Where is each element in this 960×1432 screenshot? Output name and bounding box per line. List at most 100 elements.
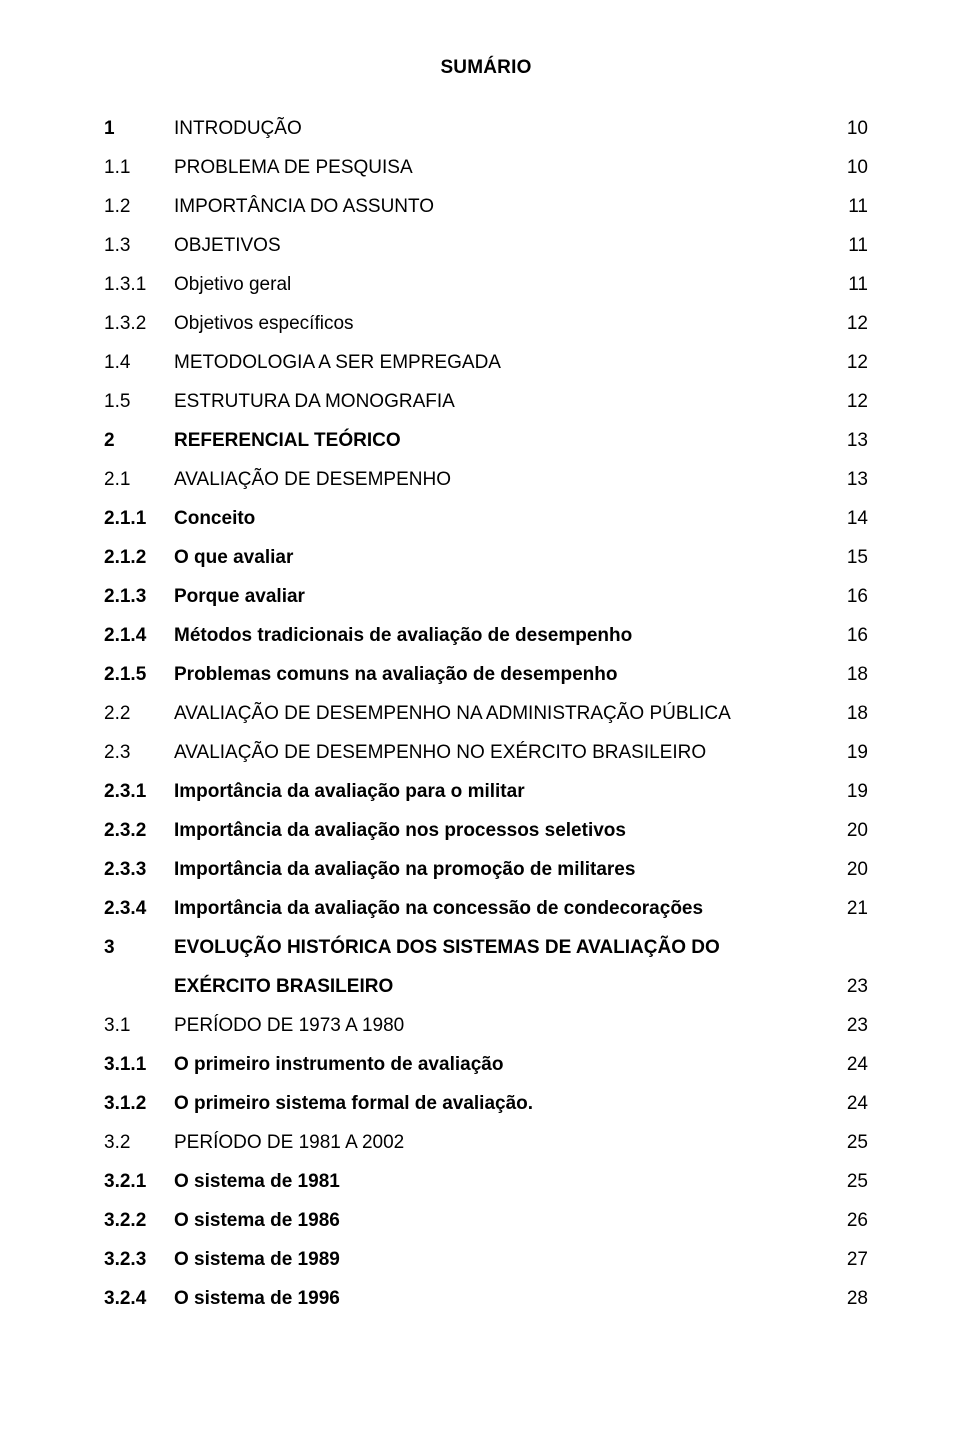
toc-entry-number: 2.1.1 bbox=[104, 509, 174, 528]
toc-entry-label: Conceito bbox=[174, 509, 255, 528]
toc-entry-label: Importância da avaliação para o militar bbox=[174, 782, 525, 801]
toc-entry-label: PERÍODO DE 1981 A 2002 bbox=[174, 1133, 404, 1152]
toc-entry-number: 1.5 bbox=[104, 392, 174, 411]
toc-entry-page: 20 bbox=[844, 821, 868, 840]
toc-entry-label: Porque avaliar bbox=[174, 587, 305, 606]
toc-entry-label: Problemas comuns na avaliação de desempe… bbox=[174, 665, 618, 684]
toc-row: 3EVOLUÇÃO HISTÓRICA DOS SISTEMAS DE AVAL… bbox=[104, 938, 868, 957]
toc-entry-page: 21 bbox=[844, 899, 868, 918]
toc-entry-page: 15 bbox=[844, 548, 868, 567]
toc-row: EXÉRCITO BRASILEIRO 23 bbox=[104, 977, 868, 996]
toc-entry-number: 3.2.1 bbox=[104, 1172, 174, 1191]
toc-entry-page: 11 bbox=[844, 236, 868, 255]
toc-entry-number: 2.1.3 bbox=[104, 587, 174, 606]
toc-row: 2REFERENCIAL TEÓRICO13 bbox=[104, 431, 868, 450]
toc-entry-page: 25 bbox=[844, 1172, 868, 1191]
toc-row: 2.3.3Importância da avaliação na promoçã… bbox=[104, 860, 868, 879]
toc-row: 1.4METODOLOGIA A SER EMPREGADA 12 bbox=[104, 353, 868, 372]
toc-row: 1.5ESTRUTURA DA MONOGRAFIA 12 bbox=[104, 392, 868, 411]
toc-entry-number: 3.2.3 bbox=[104, 1250, 174, 1269]
toc-entry-label: Objetivo geral bbox=[174, 275, 291, 294]
toc-entry-page: 23 bbox=[844, 1016, 868, 1035]
toc-entry-label: O sistema de 1981 bbox=[174, 1172, 340, 1191]
toc-entry-label: AVALIAÇÃO DE DESEMPENHO bbox=[174, 470, 451, 489]
toc-list: 1INTRODUÇÃO101.1PROBLEMA DE PESQUISA101.… bbox=[104, 119, 868, 1308]
toc-entry-label: IMPORTÂNCIA DO ASSUNTO bbox=[174, 197, 434, 216]
toc-entry-page: 19 bbox=[844, 743, 868, 762]
toc-entry-page: 11 bbox=[844, 197, 868, 216]
toc-entry-label: EXÉRCITO BRASILEIRO bbox=[174, 977, 393, 996]
toc-entry-label: Importância da avaliação nos processos s… bbox=[174, 821, 626, 840]
toc-entry-number: 2.1 bbox=[104, 470, 174, 489]
toc-entry-number: 2.3.1 bbox=[104, 782, 174, 801]
toc-entry-label: AVALIAÇÃO DE DESEMPENHO NO EXÉRCITO BRAS… bbox=[174, 743, 706, 762]
toc-entry-number: 3.1 bbox=[104, 1016, 174, 1035]
toc-entry-number: 1 bbox=[104, 119, 174, 138]
toc-entry-label: O sistema de 1989 bbox=[174, 1250, 340, 1269]
toc-entry-page: 13 bbox=[844, 431, 868, 450]
toc-row: 1.3OBJETIVOS 11 bbox=[104, 236, 868, 255]
toc-entry-page: 12 bbox=[844, 353, 868, 372]
toc-entry-number: 1.2 bbox=[104, 197, 174, 216]
toc-entry-label: METODOLOGIA A SER EMPREGADA bbox=[174, 353, 501, 372]
toc-entry-page: 19 bbox=[844, 782, 868, 801]
toc-row: 3.2.3O sistema de 198927 bbox=[104, 1250, 868, 1269]
toc-entry-page: 10 bbox=[844, 158, 868, 177]
toc-entry-page: 20 bbox=[844, 860, 868, 879]
toc-entry-label: O sistema de 1986 bbox=[174, 1211, 340, 1230]
toc-entry-label: AVALIAÇÃO DE DESEMPENHO NA ADMINISTRAÇÃO… bbox=[174, 704, 731, 723]
toc-entry-page: 23 bbox=[844, 977, 868, 996]
toc-row: 1.3.1Objetivo geral11 bbox=[104, 275, 868, 294]
toc-entry-number: 2.1.4 bbox=[104, 626, 174, 645]
toc-row: 3.1.2O primeiro sistema formal de avalia… bbox=[104, 1094, 868, 1113]
toc-row: 3.2.4O sistema de 199628 bbox=[104, 1289, 868, 1308]
toc-entry-number: 2 bbox=[104, 431, 174, 450]
toc-row: 2.1.3Porque avaliar 16 bbox=[104, 587, 868, 606]
toc-entry-page: 24 bbox=[844, 1055, 868, 1074]
toc-entry-label: O que avaliar bbox=[174, 548, 293, 567]
toc-row: 2.1.2O que avaliar 15 bbox=[104, 548, 868, 567]
toc-entry-number: 1.3.2 bbox=[104, 314, 174, 333]
toc-entry-number: 1.3.1 bbox=[104, 275, 174, 294]
toc-entry-page: 14 bbox=[844, 509, 868, 528]
toc-entry-label: Métodos tradicionais de avaliação de des… bbox=[174, 626, 632, 645]
toc-title: SUMÁRIO bbox=[104, 58, 868, 77]
toc-entry-page: 16 bbox=[844, 587, 868, 606]
toc-entry-number: 2.2 bbox=[104, 704, 174, 723]
toc-row: 2.1.5Problemas comuns na avaliação de de… bbox=[104, 665, 868, 684]
toc-entry-number: 2.1.2 bbox=[104, 548, 174, 567]
toc-row: 2.3AVALIAÇÃO DE DESEMPENHO NO EXÉRCITO B… bbox=[104, 743, 868, 762]
toc-row: 1.2IMPORTÂNCIA DO ASSUNTO 11 bbox=[104, 197, 868, 216]
toc-entry-label: Objetivos específicos bbox=[174, 314, 354, 333]
toc-entry-page: 13 bbox=[844, 470, 868, 489]
toc-entry-page: 12 bbox=[844, 392, 868, 411]
toc-entry-number: 3.1.1 bbox=[104, 1055, 174, 1074]
toc-row: 3.2PERÍODO DE 1981 A 200225 bbox=[104, 1133, 868, 1152]
toc-row: 2.3.4Importância da avaliação na concess… bbox=[104, 899, 868, 918]
toc-entry-label: O primeiro sistema formal de avaliação. bbox=[174, 1094, 533, 1113]
toc-row: 3.2.1O sistema de 1981 25 bbox=[104, 1172, 868, 1191]
toc-entry-label: Importância da avaliação na promoção de … bbox=[174, 860, 635, 879]
toc-row: 3.1.1O primeiro instrumento de avaliação… bbox=[104, 1055, 868, 1074]
toc-entry-number: 2.3.2 bbox=[104, 821, 174, 840]
toc-entry-page: 18 bbox=[844, 665, 868, 684]
toc-entry-number: 2.3.3 bbox=[104, 860, 174, 879]
toc-entry-label: PROBLEMA DE PESQUISA bbox=[174, 158, 413, 177]
toc-entry-label: O sistema de 1996 bbox=[174, 1289, 340, 1308]
toc-entry-number: 1.4 bbox=[104, 353, 174, 372]
toc-entry-label: PERÍODO DE 1973 A 1980 bbox=[174, 1016, 404, 1035]
toc-row: 1.3.2Objetivos específicos12 bbox=[104, 314, 868, 333]
toc-row: 1INTRODUÇÃO 10 bbox=[104, 119, 868, 138]
toc-entry-label: INTRODUÇÃO bbox=[174, 119, 302, 138]
toc-entry-page: 16 bbox=[844, 626, 868, 645]
page: SUMÁRIO 1INTRODUÇÃO101.1PROBLEMA DE PESQ… bbox=[0, 0, 960, 1432]
toc-entry-page: 18 bbox=[844, 704, 868, 723]
toc-entry-label: OBJETIVOS bbox=[174, 236, 281, 255]
toc-entry-label: O primeiro instrumento de avaliação bbox=[174, 1055, 503, 1074]
toc-entry-number: 3.1.2 bbox=[104, 1094, 174, 1113]
toc-row: 3.2.2O sistema de 198626 bbox=[104, 1211, 868, 1230]
toc-entry-label: Importância da avaliação na concessão de… bbox=[174, 899, 703, 918]
toc-entry-page: 10 bbox=[844, 119, 868, 138]
toc-entry-label: ESTRUTURA DA MONOGRAFIA bbox=[174, 392, 455, 411]
toc-entry-number: 1.3 bbox=[104, 236, 174, 255]
